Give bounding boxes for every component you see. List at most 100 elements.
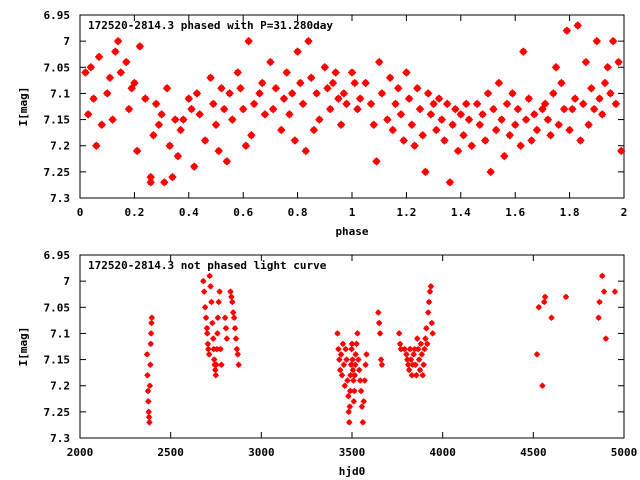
unphased-data-point (336, 366, 344, 374)
phased-data-point (331, 68, 340, 77)
phased-data-point-marker-core (311, 127, 317, 133)
phased-data-point-marker-core (607, 90, 613, 96)
phased-data-point-marker-core (602, 80, 608, 86)
phased-data-point-marker-core (129, 85, 135, 91)
phased-data-point (214, 146, 223, 156)
unphased-y-tick-label: 7.1 (50, 327, 70, 340)
unphased-data-point (204, 340, 212, 348)
phased-data-point-marker-core (164, 85, 170, 91)
unphased-data-point (405, 366, 413, 374)
phased-data-point (282, 68, 291, 77)
phased-data-point (461, 99, 471, 109)
unphased-data-point-marker-core (228, 289, 233, 294)
unphased-data-point-marker-core (351, 399, 356, 404)
unphased-data-point (215, 298, 222, 306)
unphased-data-point (214, 330, 221, 337)
unphased-data-point-marker-core (149, 321, 154, 325)
unphased-data-point (346, 403, 354, 410)
unphased-data-point-marker-core (535, 352, 539, 357)
unphased-data-point-marker-core (603, 336, 608, 341)
unphased-data-point-marker-core (231, 310, 236, 315)
phased-data-point-marker-core (384, 117, 390, 123)
phased-data-point (478, 110, 487, 119)
unphased-data-point-marker-core (335, 331, 340, 336)
unphased-data-point-marker-core (354, 341, 359, 346)
phased-data-point (464, 115, 474, 124)
phased-data-point (168, 172, 177, 182)
phased-data-point-marker-core (507, 132, 513, 138)
unphased-data-point-marker-core (147, 420, 152, 425)
phased-data-point-marker-core (458, 111, 464, 117)
phased-data-point (372, 157, 381, 166)
unphased-data-point (548, 314, 555, 321)
phased-data-point-marker-core (335, 96, 341, 102)
phased-data-point (554, 120, 563, 130)
phased-data-point (374, 57, 384, 67)
phased-data-point (502, 99, 512, 109)
unphased-data-point (596, 298, 603, 306)
unphased-data-point (408, 372, 416, 379)
phased-data-point (445, 178, 455, 187)
phased-data-point-marker-core (180, 117, 186, 123)
unphased-data-point (426, 288, 434, 295)
phased-data-point (532, 125, 542, 135)
phased-data-point (494, 78, 504, 88)
unphased-data-point (213, 345, 221, 353)
unphased-data-point (378, 361, 386, 369)
phased-data-point-marker-core (572, 96, 578, 102)
phased-data-point-marker-core (104, 90, 110, 96)
phased-data-point (89, 94, 98, 103)
phased-data-point (570, 94, 580, 103)
unphased-data-point-marker-core (339, 352, 344, 357)
phased-data-point-marker-core (327, 106, 333, 112)
unphased-data-point (396, 340, 404, 348)
unphased-data-point (231, 324, 239, 332)
unphased-data-point-marker-core (146, 388, 150, 393)
phased-data-point-marker-core (363, 80, 369, 86)
phased-data-point-marker-core (93, 143, 99, 149)
unphased-data-point (397, 345, 405, 353)
phased-data-point-marker-core (169, 174, 176, 180)
unphased-data-point-marker-core (233, 336, 238, 341)
phased-data-point (257, 78, 267, 88)
phased-data-point-marker-core (338, 122, 344, 128)
unphased-data-point-marker-core (363, 362, 368, 367)
unphased-data-point-marker-core (149, 331, 154, 336)
phased-data-point (543, 115, 553, 124)
phased-data-point (500, 151, 509, 161)
unphased-data-point-marker-core (145, 373, 150, 378)
phased-data-point (339, 89, 349, 98)
phased-data-point (325, 104, 335, 114)
unphased-data-point (223, 335, 231, 342)
phased-data-point (184, 94, 194, 103)
unphased-data-point-marker-core (218, 347, 223, 352)
phased-data-point (306, 73, 316, 82)
phased-data-point-marker-core (488, 169, 494, 175)
phased-data-point (595, 94, 604, 103)
phased-data-point-marker-core (422, 169, 428, 175)
phased-data-point-marker-core (558, 80, 564, 86)
phased-data-point-marker-core (208, 75, 214, 81)
unphased-data-point-marker-core (342, 383, 347, 388)
unphased-data-point-marker-core (336, 347, 341, 352)
unphased-data-point-marker-core (352, 388, 357, 393)
unphased-data-point (412, 361, 419, 369)
unphased-data-point-marker-core (347, 404, 352, 409)
unphased-data-point (205, 351, 213, 358)
unphased-data-point (206, 272, 213, 280)
unphased-data-point-marker-core (224, 326, 228, 331)
phased-data-point-marker-core (297, 80, 303, 86)
unphased-data-point-marker-core (206, 347, 211, 352)
phased-data-point (135, 42, 145, 51)
phased-data-point (293, 47, 302, 56)
phased-data-point-marker-core (246, 38, 252, 44)
unphased-data-point-marker-core (349, 347, 354, 352)
phased-data-point (81, 68, 90, 77)
phased-data-point-marker-core (425, 90, 431, 96)
unphased-data-point-marker-core (379, 362, 384, 367)
unphased-data-point-marker-core (216, 300, 221, 305)
unphased-data-point (210, 356, 218, 363)
phased-data-point-marker-core (387, 75, 393, 81)
unphased-data-point-marker-core (540, 383, 545, 388)
phased-data-point-marker-core (161, 179, 167, 185)
